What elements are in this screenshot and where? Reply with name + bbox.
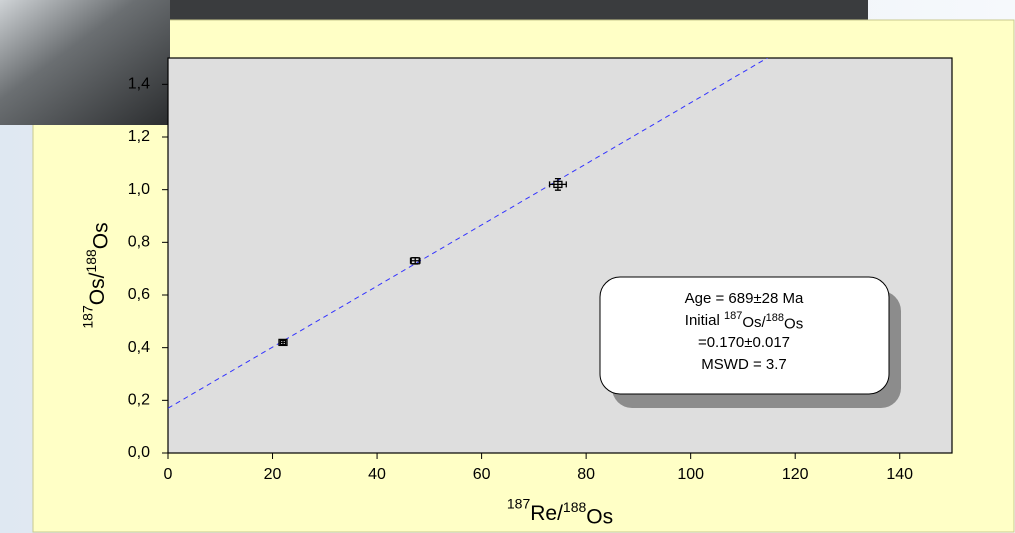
x-axis-label-part: Os bbox=[586, 505, 613, 528]
y-tick-label: 0,8 bbox=[128, 234, 150, 251]
x-tick-label: 100 bbox=[677, 466, 704, 483]
annotation-line-part: MSWD = 3.7 bbox=[701, 356, 786, 373]
x-tick-label: 0 bbox=[164, 466, 173, 483]
point bbox=[553, 180, 563, 189]
x-tick-label: 20 bbox=[264, 466, 282, 483]
x-tick-label: 60 bbox=[473, 466, 491, 483]
x-tick-label: 120 bbox=[782, 466, 809, 483]
y-tick-label: 0,2 bbox=[128, 392, 150, 409]
annotation-line-part: 188 bbox=[766, 312, 784, 324]
annotation-line-part: Initial bbox=[685, 312, 724, 329]
y-error-bar bbox=[279, 339, 286, 346]
y-tick-label: 0,6 bbox=[128, 286, 150, 303]
x-axis-label-part: 187 bbox=[507, 495, 531, 511]
y-axis-label-part: Os/ bbox=[86, 272, 109, 305]
x-tick-label: 40 bbox=[368, 466, 386, 483]
y-axis-label: 187Os/188Os bbox=[79, 222, 111, 328]
y-tick-label: 1,0 bbox=[128, 181, 150, 198]
y-tick-label: 1,4 bbox=[128, 76, 150, 93]
annotation-line-part: Os/ bbox=[742, 314, 766, 331]
annotation-line-part: 187 bbox=[724, 310, 742, 322]
annotation-line: MSWD = 3.7 bbox=[701, 356, 786, 373]
photo bbox=[0, 0, 170, 125]
y-tick-label: 1,2 bbox=[128, 128, 150, 145]
x-axis-label-part: 188 bbox=[563, 499, 587, 515]
y-axis-label-part: Os bbox=[89, 222, 112, 249]
point bbox=[278, 338, 288, 347]
plot-border bbox=[167, 57, 953, 454]
annotation-line: Initial 187Os/188Os bbox=[685, 310, 803, 333]
annotation-line: Age = 689±28 Ma bbox=[685, 290, 804, 307]
x-tick-label: 140 bbox=[886, 466, 913, 483]
y-tick-label: 0,4 bbox=[128, 339, 150, 356]
y-error-bar bbox=[554, 177, 561, 191]
x-tick-label: 80 bbox=[577, 466, 595, 483]
annotation-line: =0.170±0.017 bbox=[698, 334, 790, 351]
point bbox=[410, 257, 420, 265]
annotation-line-part: Age = 689±28 Ma bbox=[685, 290, 804, 307]
annotation-box bbox=[599, 276, 890, 395]
y-tick-label: 0,0 bbox=[128, 444, 150, 461]
annotation-line-part: Os bbox=[784, 316, 803, 333]
x-axis-label: 187Re/188Os bbox=[507, 495, 613, 527]
x-axis-label-part: Re/ bbox=[530, 502, 563, 525]
annotation-line-part: =0.170±0.017 bbox=[698, 334, 790, 351]
y-axis-label-part: 187 bbox=[79, 305, 95, 329]
y-axis-label-part: 188 bbox=[83, 249, 99, 273]
photo-strip bbox=[0, 0, 868, 22]
chart: 0,0 0,2 0,4 0,6 0,8 1,0 1,2 1,4 0 20 40 60 80 100 120 1… bbox=[79, 57, 953, 528]
